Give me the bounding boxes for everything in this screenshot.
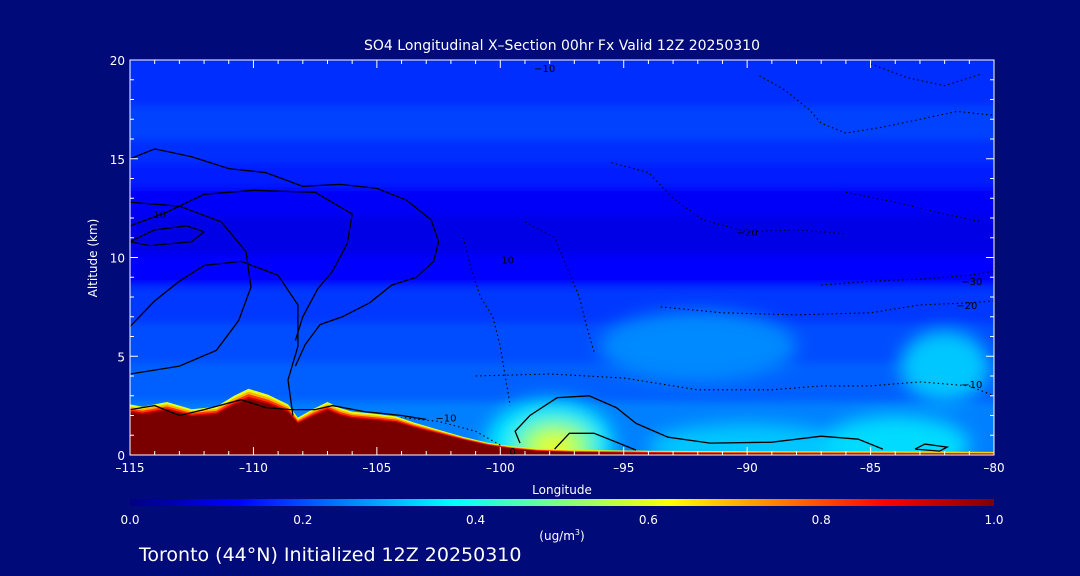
contour-line-7 [554,432,637,451]
chart-subtitle: Toronto (44°N) Initialized 12Z 20250310 [138,544,522,566]
contour-label-4: −30 [961,277,982,288]
band-1 [130,106,994,146]
colorbar-unit: (ug/m3) [539,528,584,543]
colorbar-tick-label-1: 0.2 [293,513,312,527]
band-7 [130,286,994,330]
blob-3 [648,423,846,455]
colorbar-tick-label-2: 0.4 [466,513,485,527]
x-tick-label-0: –115 [116,461,145,475]
contour-line-4 [130,225,206,247]
plot-area: 10 −10 10 −20 −30 −20 −10 −10 0 [130,60,994,458]
y-tick-label-0: 0 [117,449,125,463]
blob-4 [821,415,970,455]
x-tick-label-7: –80 [983,461,1004,475]
colorbar [130,499,994,506]
x-tick-label-3: –100 [486,461,515,475]
colorbar-ticks: 0.0 0.2 0.4 0.6 0.8 1.0 [120,513,1003,527]
y-tick-label-3: 15 [110,153,125,167]
contour-line-5 [130,399,427,421]
contour-label-1: −10 [435,413,456,424]
contour-label-2: 10 [501,255,514,266]
blob-6 [599,310,797,382]
terrain-ground [130,400,994,455]
contour-line-0 [130,260,299,416]
colorbar-tick-label-3: 0.6 [639,513,658,527]
contour-line-9 [401,416,501,446]
y-tick-label-4: 20 [110,54,125,68]
band-8 [130,323,994,370]
x-axis-label: Longitude [532,483,592,497]
x-tick-label-1: –110 [239,461,268,475]
contour-line-1 [130,201,252,375]
colorbar-tick-label-4: 0.8 [812,513,831,527]
colorbar-unit-suffix: ) [580,529,585,543]
chart-title: SO4 Longitudinal X–Section 00hr Fx Valid… [364,38,760,54]
contour-label-3: −20 [737,228,758,239]
contour-line-6 [514,395,884,450]
x-axis: –115 –110 –105 –100 –95 –90 –85 –80 [116,60,1005,475]
blob-2 [532,433,577,455]
contour-line-3 [130,189,353,341]
contour-line-11 [524,221,595,353]
contour-labels: 10 −10 10 −20 −30 −20 −10 −10 0 [153,64,982,458]
x-tick-label-2: –105 [362,461,391,475]
x-tick-label-4: –95 [613,461,634,475]
contour-label-8: 0 [509,447,515,458]
colorbar-tick-label-5: 1.0 [984,513,1003,527]
y-axis-label: Altitude (km) [86,219,100,298]
contour-lines [130,63,994,452]
y-axis: 0 5 10 15 20 [110,54,994,463]
band-5 [130,215,994,261]
blob-5 [900,330,990,402]
colorbar-tick-label-0: 0.0 [120,513,139,527]
band-0 [130,60,994,113]
y-tick-label-2: 10 [110,252,125,266]
x-tick-label-5: –90 [737,461,758,475]
contour-label-0: 10 [153,210,166,221]
contour-label-5: −20 [956,301,977,312]
x-tick-label-6: –85 [860,461,881,475]
contour-label-6: −10 [961,380,982,391]
colorbar-unit-exponent: 3 [575,528,580,537]
y-tick-label-1: 5 [117,350,125,364]
contour-line-8 [914,443,950,452]
colorbar-unit-prefix: (ug/m [539,529,575,543]
contour-line-2 [130,148,440,367]
terrain-plume [130,388,994,455]
contour-label-7: −10 [534,64,555,75]
